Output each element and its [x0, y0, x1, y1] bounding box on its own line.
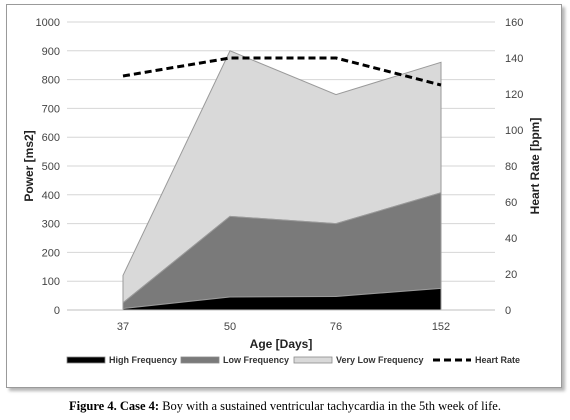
y-tick-label: 500 — [42, 161, 60, 173]
y-tick-label: 800 — [42, 75, 60, 87]
x-axis-title: Age [Days] — [250, 337, 313, 351]
legend-swatch — [66, 356, 106, 364]
legend-label: Low Frequency — [223, 355, 289, 365]
y-tick-label: 200 — [42, 247, 60, 259]
y2-tick-label: 140 — [505, 53, 523, 65]
legend-swatch — [293, 356, 333, 364]
y2-tick-label: 120 — [505, 89, 523, 101]
y2-tick-label: 40 — [505, 233, 517, 245]
caption-label: Figure 4. — [69, 399, 117, 413]
y2-tick-label: 60 — [505, 197, 517, 209]
chart: 0 100 200 300 400 500 600 700 800 900 1000 0 20 40 60 8… — [22, 17, 542, 365]
y2-tick-label: 100 — [505, 125, 523, 137]
y2-tick-label: 0 — [505, 305, 511, 317]
legend-label: High Frequency — [109, 355, 177, 365]
y-axis-title: Power [ms2] — [22, 130, 36, 201]
legend-label: Heart Rate — [475, 355, 520, 365]
caption-text: Boy with a sustained ventricular tachyca… — [162, 399, 501, 413]
y2-axis-title: Heart Rate [bpm] — [528, 118, 542, 215]
figure-caption: Figure 4. Case 4: Boy with a sustained v… — [0, 399, 570, 414]
y-tick-label: 0 — [54, 305, 60, 317]
y-tick-label: 600 — [42, 132, 60, 144]
y-tick-label: 900 — [42, 46, 60, 58]
legend-swatch — [180, 356, 220, 364]
x-tick-label: 50 — [224, 321, 236, 333]
y-tick-label: 300 — [42, 219, 60, 231]
y-tick-label: 700 — [42, 103, 60, 115]
y-tick-label: 400 — [42, 190, 60, 202]
y2-tick-label: 160 — [505, 17, 523, 29]
y-tick-label: 1000 — [36, 17, 60, 29]
y-tick-label: 100 — [42, 276, 60, 288]
legend-label: Very Low Frequency — [336, 355, 424, 365]
y2-tick-label: 20 — [505, 269, 517, 281]
x-tick-label: 37 — [117, 321, 129, 333]
heart-rate-line — [122, 56, 442, 87]
caption-case: Case 4: — [119, 399, 160, 413]
x-tick-label: 76 — [330, 321, 342, 333]
y2-tick-label: 80 — [505, 161, 517, 173]
x-tick-label: 152 — [432, 321, 450, 333]
